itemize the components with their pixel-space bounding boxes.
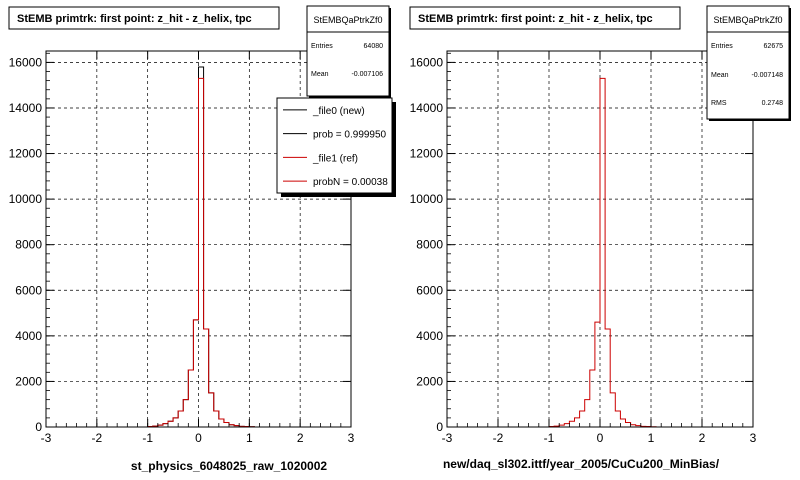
panel2-y-tick-label-6: 12000 [410, 147, 444, 161]
panel1-stats-entries-label: Entries [311, 43, 333, 50]
panel1-y-tick-label-0: 0 [35, 420, 42, 434]
panel2-x-tick-label-1: -2 [493, 431, 504, 445]
panel1-x-tick-label-4: 1 [246, 431, 253, 445]
panel1-y-tick-label-3: 6000 [15, 283, 42, 297]
panel2-y-tick-label-5: 10000 [410, 192, 444, 206]
panel1-y-tick-label-5: 10000 [9, 192, 43, 206]
panel2-x-tick-label-3: 0 [597, 431, 604, 445]
panel1-stats-box [306, 5, 390, 97]
panel2-stats-mean-value: -0.007148 [751, 72, 783, 79]
panel2-x-tick-label-0: -3 [442, 431, 453, 445]
panel2-stats-entries-label: Entries [711, 43, 733, 50]
panel1-x-tick-label-5: 2 [297, 431, 304, 445]
panel2-stats-mean-label: Mean [711, 72, 729, 79]
panel1-x-axis-label: st_physics_6048025_raw_1020002 [131, 459, 327, 473]
panel2-title-box [409, 6, 681, 30]
panel1-legend-box [276, 97, 393, 194]
panel2-stats-rms-value: 0.2748 [762, 100, 784, 107]
panel2-y-tick-label-1: 2000 [416, 374, 443, 388]
panel2-stats-box [706, 5, 790, 120]
panel1-legend-entry-3: probN = 0.00038 [313, 177, 388, 188]
panel1-stats-entries-value: 64080 [364, 43, 384, 50]
panel2-x-tick-label-5: 2 [699, 431, 706, 445]
panel1-legend-entry-0: _file0 (new) [312, 106, 365, 117]
panel1-stats-mean-label: Mean [311, 71, 329, 78]
panel2-stats-name: StEMBQaPtrkZf0 [713, 15, 782, 25]
panel1-x-tick-label-1: -2 [91, 431, 102, 445]
panel2-y-tick-label-7: 14000 [410, 101, 444, 115]
panel2-y-tick-label-2: 4000 [416, 329, 443, 343]
panel2-stats-rms-label: RMS [711, 100, 727, 107]
panel2-y-tick-label-3: 6000 [416, 283, 443, 297]
panel2-x-axis-label: new/daq_sl302.ittf/year_2005/CuCu200_Min… [443, 457, 720, 471]
panel1-y-tick-label-1: 2000 [15, 374, 42, 388]
panel1-legend-entry-1: prob = 0.999950 [313, 130, 387, 141]
panel2-x-tick-label-4: 1 [648, 431, 655, 445]
panel2-x-tick-label-2: -1 [544, 431, 555, 445]
panel1-title-box [8, 6, 280, 30]
panel1-y-tick-label-7: 14000 [9, 101, 43, 115]
panel2-y-tick-label-4: 8000 [416, 238, 443, 252]
panel2-y-tick-label-8: 16000 [410, 55, 444, 69]
panel1-chart-title: StEMB primtrk: first point: z_hit - z_he… [17, 13, 252, 25]
panel1-y-tick-label-8: 16000 [9, 55, 43, 69]
panel1-stats-mean-value: -0.007106 [351, 71, 383, 78]
panel1-stats-name: StEMBQaPtrkZf0 [313, 15, 382, 25]
panel2-x-tick-label-6: 3 [750, 431, 757, 445]
panel1-x-tick-label-6: 3 [348, 431, 355, 445]
panel1-y-tick-label-4: 8000 [15, 238, 42, 252]
panel1-x-tick-label-2: -1 [142, 431, 153, 445]
panel2-stats-entries-value: 62675 [764, 43, 784, 50]
panel2-y-tick-label-0: 0 [436, 420, 443, 434]
panel1-x-tick-label-3: 0 [195, 431, 202, 445]
panel1-x-tick-label-0: -3 [41, 431, 52, 445]
panel1-y-tick-label-6: 12000 [9, 147, 43, 161]
panel1-legend-entry-2: _file1 (ref) [312, 153, 358, 164]
panel1-y-tick-label-2: 4000 [15, 329, 42, 343]
panel2-chart-title: StEMB primtrk: first point: z_hit - z_he… [418, 13, 653, 25]
